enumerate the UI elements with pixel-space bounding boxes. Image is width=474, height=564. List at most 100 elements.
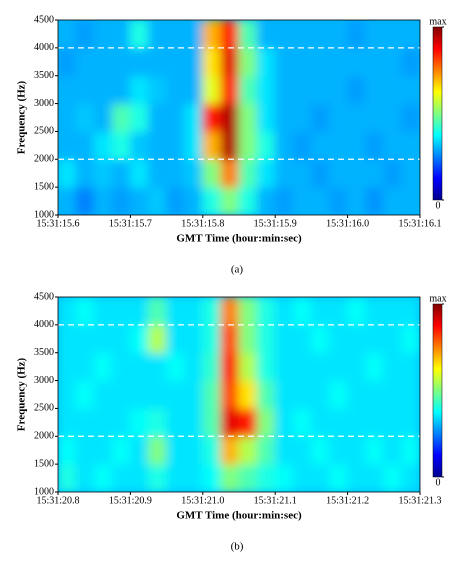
- heat-cell: [129, 47, 149, 77]
- heat-cell: [310, 158, 330, 188]
- heat-cell: [93, 407, 113, 437]
- heat-cell: [58, 103, 77, 132]
- heat-cell: [274, 297, 294, 326]
- heat-cell: [310, 103, 330, 132]
- heat-cell: [310, 463, 330, 492]
- plot-frame: [57, 19, 421, 216]
- heat-cell: [166, 130, 186, 160]
- heat-cell: [111, 352, 131, 382]
- heat-cell: [129, 435, 149, 465]
- heat-cell: [347, 47, 367, 77]
- heat-cell: [93, 463, 113, 492]
- y-tick-label: 3500: [34, 347, 54, 358]
- heat-cell: [292, 75, 312, 105]
- heat-cell: [292, 435, 312, 465]
- heat-cell: [238, 186, 258, 215]
- heat-cell: [347, 75, 367, 105]
- colorbar: [432, 26, 443, 201]
- heat-cell: [383, 380, 403, 409]
- heat-cell: [310, 297, 330, 326]
- heat-cell: [148, 380, 168, 409]
- heat-cell: [401, 103, 420, 132]
- heat-cell: [256, 103, 276, 132]
- heat-cell: [111, 47, 131, 77]
- heat-cell: [383, 47, 403, 77]
- heat-cell: [274, 103, 294, 132]
- heat-cell: [129, 324, 149, 354]
- heat-cell: [93, 20, 113, 49]
- heat-cell: [111, 380, 131, 409]
- heat-cell: [75, 158, 95, 188]
- heat-cell: [329, 380, 349, 409]
- heat-cell: [220, 463, 240, 492]
- heat-cell: [58, 297, 77, 326]
- heat-cell: [202, 186, 222, 215]
- heat-cell: [401, 20, 420, 49]
- heat-cell: [401, 352, 420, 382]
- heat-cell: [256, 352, 276, 382]
- heat-cell: [166, 407, 186, 437]
- heat-cell: [184, 380, 204, 409]
- heat-cell: [383, 20, 403, 49]
- heat-cell: [256, 75, 276, 105]
- heat-cell: [256, 380, 276, 409]
- heat-cell: [220, 380, 240, 409]
- heat-cell: [401, 47, 420, 77]
- y-tick-label: 1500: [34, 181, 54, 192]
- heat-cell: [58, 130, 77, 160]
- heat-cell: [256, 130, 276, 160]
- heat-cell: [202, 324, 222, 354]
- heat-cell: [347, 186, 367, 215]
- x-tick-label: 15:31:20.8: [36, 495, 79, 506]
- heat-cell: [310, 324, 330, 354]
- heat-cell: [256, 158, 276, 188]
- heat-cell: [148, 186, 168, 215]
- x-tick-label: 15:31:15.6: [36, 218, 79, 229]
- heat-cell: [184, 75, 204, 105]
- heat-cell: [256, 47, 276, 77]
- heat-cell: [310, 20, 330, 49]
- heatmap-clip: [58, 20, 420, 215]
- heat-cell: [220, 103, 240, 132]
- heat-cell: [129, 297, 149, 326]
- heat-cell: [58, 352, 77, 382]
- heat-cell: [274, 75, 294, 105]
- heat-cell: [383, 186, 403, 215]
- heat-cell: [75, 407, 95, 437]
- heat-cell: [166, 20, 186, 49]
- heat-cell: [310, 186, 330, 215]
- heat-cell: [184, 47, 204, 77]
- heat-cell: [401, 435, 420, 465]
- heat-cell: [220, 407, 240, 437]
- heat-cell: [220, 47, 240, 77]
- heat-cell: [274, 130, 294, 160]
- heat-cell: [401, 75, 420, 105]
- heat-cell: [329, 297, 349, 326]
- heat-cell: [329, 324, 349, 354]
- y-axis-label: Frequency (Hz): [16, 80, 28, 154]
- heat-cell: [365, 380, 385, 409]
- heat-cell: [238, 20, 258, 49]
- heat-cell: [383, 297, 403, 326]
- heat-cell: [347, 352, 367, 382]
- y-tick-label: 2000: [34, 154, 54, 165]
- heat-cell: [220, 352, 240, 382]
- y-tick-label: 4500: [34, 14, 54, 25]
- heat-cell: [184, 186, 204, 215]
- heat-cell: [329, 352, 349, 382]
- heat-cell: [111, 186, 131, 215]
- heat-cell: [220, 186, 240, 215]
- heat-cell: [75, 435, 95, 465]
- heat-cell: [256, 297, 276, 326]
- heat-cell: [184, 130, 204, 160]
- heat-cell: [111, 435, 131, 465]
- heat-cell: [166, 324, 186, 354]
- heat-cell: [238, 352, 258, 382]
- heat-cell: [75, 103, 95, 132]
- heat-cell: [93, 352, 113, 382]
- heat-cell: [329, 47, 349, 77]
- colorbar-label: 0: [436, 200, 441, 211]
- heat-cell: [166, 352, 186, 382]
- heat-cell: [58, 324, 77, 354]
- heat-cell: [292, 297, 312, 326]
